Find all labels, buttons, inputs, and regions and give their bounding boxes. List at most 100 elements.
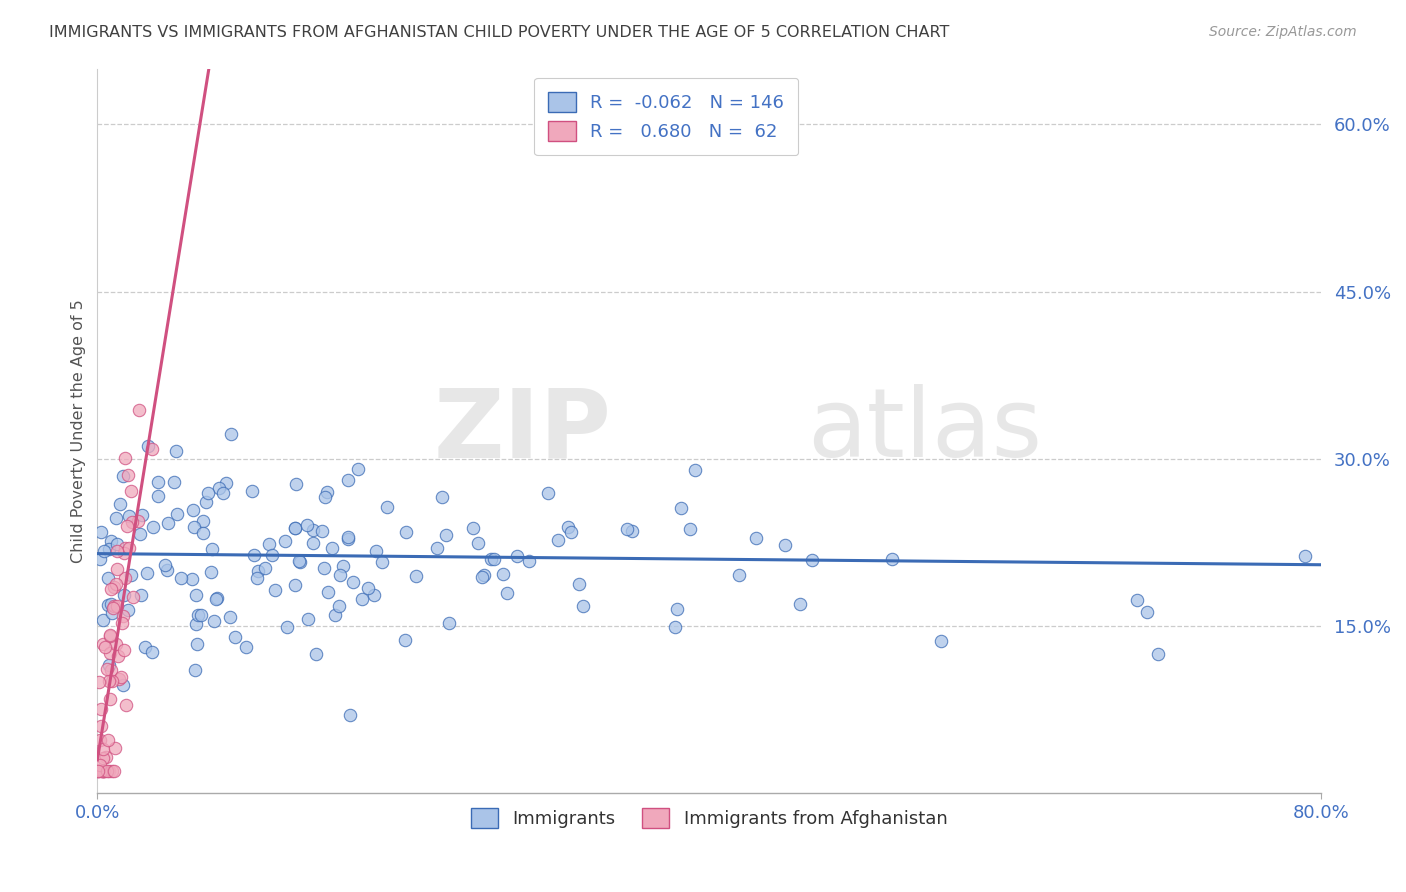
Point — [128, 526, 150, 541]
Point — [183, 520, 205, 534]
Point — [118, 509, 141, 524]
Point — [89, 757, 111, 772]
Point — [789, 598, 811, 612]
Point — [1136, 605, 1159, 619]
Point — [301, 524, 323, 538]
Point — [205, 592, 228, 607]
Point — [316, 584, 339, 599]
Point — [276, 620, 298, 634]
Point — [336, 533, 359, 547]
Point — [260, 548, 283, 562]
Point — [91, 764, 114, 778]
Point — [224, 630, 246, 644]
Legend: Immigrants, Immigrants from Afghanistan: Immigrants, Immigrants from Afghanistan — [464, 801, 955, 835]
Point — [105, 599, 128, 613]
Text: atlas: atlas — [807, 384, 1042, 477]
Point — [215, 475, 238, 490]
Point — [536, 486, 558, 500]
Point — [114, 541, 136, 555]
Point — [112, 588, 135, 602]
Point — [745, 531, 768, 545]
Point — [98, 764, 121, 778]
Point — [94, 749, 117, 764]
Point — [243, 548, 266, 562]
Point — [439, 615, 461, 630]
Point — [311, 524, 333, 538]
Point — [96, 733, 118, 747]
Point — [96, 764, 118, 778]
Point — [800, 552, 823, 566]
Point — [128, 402, 150, 417]
Point — [107, 648, 129, 663]
Point — [98, 628, 121, 642]
Point — [880, 551, 903, 566]
Point — [240, 484, 263, 499]
Point — [91, 613, 114, 627]
Point — [103, 599, 125, 614]
Point — [121, 515, 143, 529]
Point — [91, 742, 114, 756]
Point — [100, 692, 122, 706]
Point — [284, 521, 307, 535]
Point — [111, 616, 134, 631]
Point — [328, 599, 350, 613]
Y-axis label: Child Poverty Under the Age of 5: Child Poverty Under the Age of 5 — [72, 299, 86, 563]
Point — [405, 569, 427, 583]
Point — [290, 555, 312, 569]
Point — [357, 581, 380, 595]
Point — [90, 524, 112, 539]
Point — [170, 571, 193, 585]
Point — [108, 672, 131, 686]
Point — [337, 530, 360, 544]
Point — [479, 552, 502, 566]
Point — [190, 607, 212, 622]
Point — [112, 546, 135, 560]
Text: IMMIGRANTS VS IMMIGRANTS FROM AFGHANISTAN CHILD POVERTY UNDER THE AGE OF 5 CORRE: IMMIGRANTS VS IMMIGRANTS FROM AFGHANISTA… — [49, 25, 949, 40]
Point — [669, 500, 692, 515]
Point — [505, 549, 527, 563]
Point — [301, 536, 323, 550]
Point — [254, 561, 277, 575]
Point — [568, 577, 591, 591]
Point — [90, 719, 112, 733]
Point — [664, 620, 686, 634]
Point — [572, 599, 595, 613]
Point — [181, 572, 204, 586]
Point — [142, 519, 165, 533]
Point — [93, 640, 115, 655]
Point — [91, 764, 114, 778]
Point — [495, 586, 517, 600]
Point — [100, 582, 122, 597]
Point — [371, 555, 394, 569]
Point — [347, 462, 370, 476]
Point — [112, 678, 135, 692]
Point — [284, 476, 307, 491]
Point — [288, 554, 311, 568]
Point — [105, 537, 128, 551]
Text: ZIP: ZIP — [433, 384, 612, 477]
Point — [186, 637, 208, 651]
Point — [111, 608, 134, 623]
Point — [156, 563, 179, 577]
Point — [434, 528, 457, 542]
Point — [197, 485, 219, 500]
Point — [329, 568, 352, 582]
Point — [194, 494, 217, 508]
Point — [138, 439, 160, 453]
Point — [395, 525, 418, 540]
Point — [131, 588, 153, 602]
Point — [97, 598, 120, 612]
Point — [108, 497, 131, 511]
Point — [166, 507, 188, 521]
Point — [432, 490, 454, 504]
Point — [315, 485, 337, 500]
Point — [100, 597, 122, 611]
Point — [211, 486, 233, 500]
Point — [93, 764, 115, 778]
Point — [337, 474, 360, 488]
Point — [98, 657, 121, 672]
Point — [146, 475, 169, 490]
Point — [134, 640, 156, 654]
Point — [728, 568, 751, 582]
Point — [91, 637, 114, 651]
